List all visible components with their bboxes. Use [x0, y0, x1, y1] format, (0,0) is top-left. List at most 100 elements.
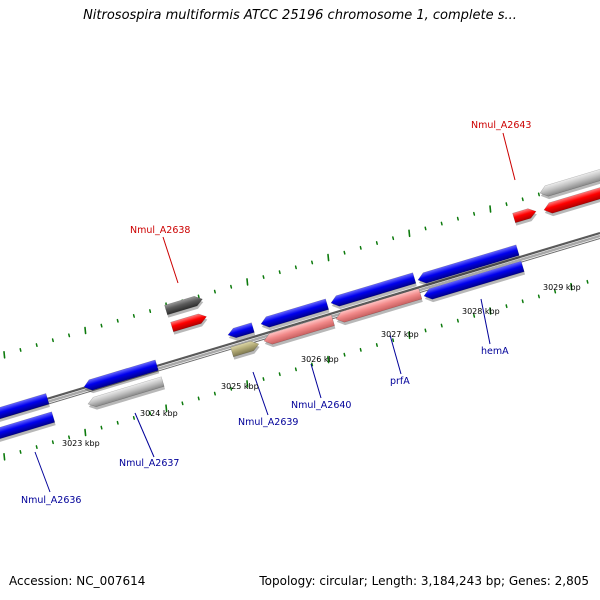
- upper-rail-dot: [100, 323, 103, 328]
- upper-rail-dot: [489, 205, 492, 213]
- gene-nmul-a2643: [512, 208, 537, 224]
- gene-nmul-a2640: [263, 314, 335, 345]
- gene-nmul-a2639-group: [230, 340, 260, 360]
- leader-nmul-a2643: [502, 132, 516, 181]
- lower-rail-dot: [197, 396, 200, 401]
- lower-rail-dot: [68, 435, 71, 440]
- gene-label-nmul-a2637[interactable]: Nmul_A2637: [119, 458, 179, 469]
- upper-rail-dot: [116, 318, 119, 323]
- topology-text: Topology: circular; Length: 3,184,243 bp…: [259, 574, 589, 588]
- leader-nmul-a2636: [34, 451, 51, 493]
- gene-nmul-a2643-red: [543, 185, 600, 214]
- leader-prfa: [389, 334, 402, 375]
- gene-prfa-blue: [330, 272, 417, 307]
- lower-rail-dot: [570, 282, 573, 291]
- lower-rail-dot: [440, 323, 443, 328]
- gene-nmul-a2643-gray-group: [539, 167, 600, 200]
- upper-rail-dot: [68, 333, 71, 338]
- gene-nmul-a2636-a: [0, 393, 50, 420]
- gene-label-nmul-a2643[interactable]: Nmul_A2643: [471, 120, 531, 131]
- upper-rail-dot: [456, 216, 459, 221]
- tick-label-3027: 3027 kbp: [381, 330, 419, 339]
- lower-rail-dot: [586, 279, 589, 284]
- lower-rail-dot: [149, 411, 152, 416]
- gene-nmul-a2638-dark: [164, 296, 203, 316]
- lower-rail-dot: [35, 445, 38, 450]
- upper-rail-dot: [408, 229, 411, 238]
- lower-rail-dot: [19, 449, 22, 454]
- gene-nmul-a2638: [170, 313, 207, 333]
- lower-rail-dot: [84, 428, 87, 437]
- lower-rail-dot: [278, 372, 281, 377]
- lower-rail-dot: [554, 289, 557, 294]
- gene-nmul-a2638-group: [170, 313, 208, 335]
- gene-nmul-a2643-gray: [539, 167, 600, 197]
- upper-rail-dot: [3, 350, 6, 359]
- leader-nmul-a2637: [134, 412, 155, 458]
- lower-rail-dot: [424, 328, 427, 333]
- gene-nmul-a2636-b-group: [0, 411, 56, 443]
- gene-nmul-a2643-red-group: [543, 185, 600, 217]
- tick-label-3029: 3029 kbp: [543, 283, 581, 292]
- gene-hema: [423, 260, 525, 300]
- upper-rail-dot: [343, 250, 346, 255]
- lower-rail-dot: [456, 318, 459, 323]
- upper-rail-dot: [278, 270, 281, 275]
- lower-rail-dot: [505, 304, 508, 309]
- upper-rail-dot: [197, 294, 200, 299]
- upper-rail-dot: [311, 260, 314, 265]
- upper-rail-dot: [262, 275, 265, 279]
- lower-tick-rail: [3, 279, 589, 461]
- tick-label-3025: 3025 kbp: [221, 382, 259, 391]
- lower-rail-dot: [181, 401, 184, 406]
- gene-label-prfa[interactable]: prfA: [390, 376, 410, 387]
- gene-nmul-a2637-rna: [87, 376, 165, 408]
- lower-rail-dot: [343, 352, 346, 357]
- gene-label-nmul-a2636[interactable]: Nmul_A2636: [21, 495, 81, 506]
- gene-prfa: [335, 288, 423, 323]
- upper-rail-dot: [537, 192, 540, 197]
- upper-rail-dot: [424, 226, 427, 231]
- upper-rail-dot: [84, 326, 87, 335]
- gene-label-hema[interactable]: hemA: [481, 346, 509, 357]
- lower-rail-dot: [473, 313, 476, 318]
- label-leaders: [34, 132, 516, 493]
- upper-rail-dot: [505, 202, 508, 207]
- gene-label-nmul-a2640[interactable]: Nmul_A2640: [291, 400, 351, 411]
- upper-rail-dot: [375, 241, 378, 245]
- tick-label-3026: 3026 kbp: [301, 355, 339, 364]
- upper-rail-dot: [294, 265, 297, 270]
- lower-rail-dot: [489, 307, 492, 315]
- gene-nmul-a2643-group: [512, 208, 537, 226]
- gene-label-nmul-a2638[interactable]: Nmul_A2638: [130, 225, 190, 236]
- gene-prfa-group: [335, 288, 423, 326]
- lower-rail-dot: [3, 452, 6, 461]
- upper-rail-dot: [51, 338, 54, 343]
- gene-nmul-a2637: [83, 359, 159, 391]
- gene-nmul-a2640-blue: [260, 298, 329, 328]
- lower-rail-dot: [359, 347, 362, 352]
- upper-rail-dot: [213, 289, 216, 294]
- gene-nmul-a2638-dark-group: [164, 296, 204, 318]
- lower-rail-dot: [294, 367, 297, 372]
- upper-rail-dot: [392, 236, 395, 241]
- upper-rail-dot: [230, 284, 233, 289]
- leader-hema: [480, 298, 491, 345]
- lower-rail-dot: [246, 380, 249, 388]
- lower-rail-dot: [213, 391, 216, 396]
- lower-rail-dot: [521, 299, 524, 304]
- gene-track: [0, 167, 600, 443]
- lower-rail-dot: [311, 362, 314, 367]
- leader-nmul-a2638: [162, 236, 179, 284]
- leader-nmul-a2639: [252, 371, 269, 416]
- gene-label-nmul-a2639[interactable]: Nmul_A2639: [238, 417, 298, 428]
- leader-nmul-a2640: [310, 363, 322, 399]
- gene-nmul-a2640-group: [263, 314, 336, 348]
- lower-rail-dot: [165, 404, 168, 413]
- tick-label-3024: 3024 kbp: [140, 409, 178, 418]
- gene-hema-upper: [417, 244, 520, 284]
- upper-rail-dot: [19, 347, 22, 352]
- gene-nmul-a2639-blue-group: [227, 322, 256, 341]
- lower-rail-dot: [230, 386, 233, 391]
